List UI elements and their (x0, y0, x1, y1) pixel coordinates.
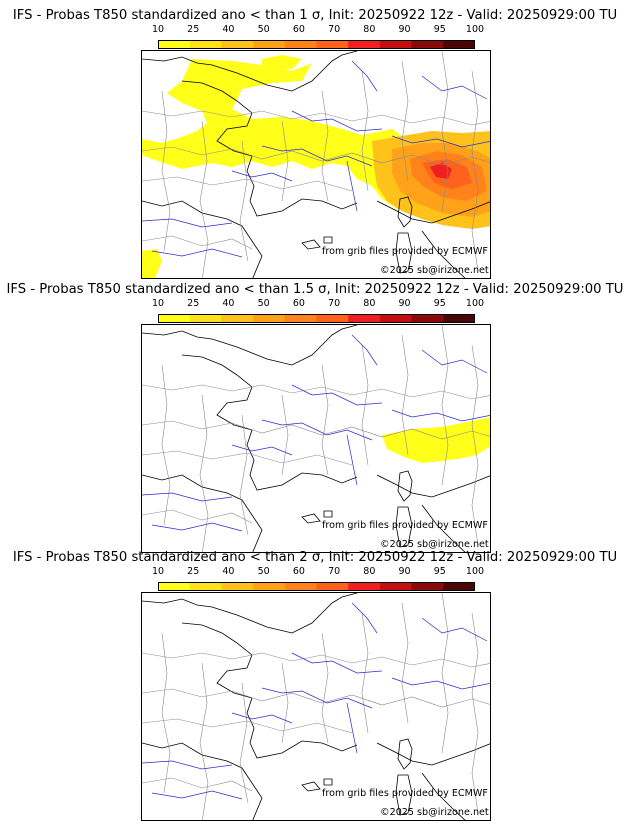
colorbar-swatch (158, 314, 191, 323)
credit-source: from grib files provided by ECMWF (322, 520, 488, 531)
panel-title: IFS - Probas T850 standardized ano < tha… (6, 282, 624, 297)
colorbar-tick-label: 25 (187, 566, 200, 577)
colorbar-swatch (158, 40, 191, 49)
colorbar-tick-label: 40 (222, 24, 235, 35)
colorbar-swatch (348, 582, 381, 591)
colorbar-swatch (443, 582, 476, 591)
map-panel-1: IFS - Probas T850 standardized ano < tha… (0, 0, 630, 280)
credit-source: from grib files provided by ECMWF (322, 246, 488, 257)
credit-source: from grib files provided by ECMWF (322, 788, 488, 799)
colorbar (158, 308, 476, 323)
colorbar-tick-label: 60 (292, 298, 305, 309)
credit-copyright: ©2025 sb@irizone.net (380, 807, 489, 818)
colorbar-tick-label: 95 (433, 566, 446, 577)
colorbar-swatch (379, 40, 413, 49)
colorbar-swatch (316, 582, 349, 591)
colorbar-tick-label: 90 (398, 566, 411, 577)
colorbar-swatch (284, 314, 317, 323)
colorbar-tick-label: 80 (363, 24, 376, 35)
colorbar-tick-label: 10 (151, 24, 165, 35)
colorbar-swatches (158, 40, 476, 49)
colorbar-tick-label: 60 (292, 24, 305, 35)
colorbar-tick-label: 90 (398, 298, 411, 309)
colorbar-swatches (158, 582, 476, 591)
colorbar-tick-label: 25 (187, 298, 200, 309)
colorbar-tick-label: 50 (257, 566, 270, 577)
colorbar-tick-label: 25 (187, 24, 200, 35)
colorbar-tick-label: 70 (328, 298, 341, 309)
colorbar-swatch (253, 314, 286, 323)
colorbar-swatch (221, 314, 254, 323)
colorbar-tick-label: 70 (328, 24, 341, 35)
colorbar-tick-label: 10 (151, 566, 165, 577)
colorbar-swatch (411, 40, 444, 49)
colorbar-swatch (348, 314, 381, 323)
probability-map (142, 325, 490, 552)
colorbar-tick-label: 95 (433, 24, 446, 35)
colorbar-tick-label: 60 (292, 566, 305, 577)
colorbar (158, 576, 476, 591)
probability-map (142, 51, 490, 278)
colorbar-swatch (221, 40, 254, 49)
colorbar-swatch (253, 582, 286, 591)
colorbar-tick-label: 40 (222, 566, 235, 577)
colorbar-tick-label: 95 (433, 298, 446, 309)
map-frame (141, 324, 491, 553)
colorbar-tick-label: 90 (398, 24, 411, 35)
colorbar-swatch (411, 314, 444, 323)
credit-copyright: ©2025 sb@irizone.net (380, 539, 489, 550)
colorbar-swatch (158, 582, 191, 591)
colorbar-swatch (316, 314, 349, 323)
map-frame (141, 50, 491, 279)
colorbar-tick-label: 10 (151, 298, 165, 309)
map-panel-2: IFS - Probas T850 standardized ano < tha… (0, 274, 630, 554)
colorbar-swatches (158, 314, 476, 323)
colorbar-tick-label: 80 (363, 298, 376, 309)
map-panel-3: IFS - Probas T850 standardized ano < tha… (0, 542, 630, 828)
colorbar-swatch (348, 40, 381, 49)
colorbar-swatch (379, 314, 413, 323)
colorbar-swatch (221, 582, 254, 591)
colorbar-tick-label: 80 (363, 566, 376, 577)
colorbar-tick-label: 40 (222, 298, 235, 309)
colorbar-swatch (443, 314, 476, 323)
colorbar-swatch (189, 40, 222, 49)
colorbar-swatch (379, 582, 413, 591)
colorbar-swatch (189, 582, 222, 591)
colorbar-tick-label: 100 (465, 298, 485, 309)
probability-map (142, 593, 490, 820)
colorbar-swatch (253, 40, 286, 49)
panel-title: IFS - Probas T850 standardized ano < tha… (12, 550, 618, 565)
colorbar-tick-label: 100 (465, 24, 485, 35)
colorbar-tick-label: 50 (257, 298, 270, 309)
colorbar-swatch (411, 582, 444, 591)
colorbar-outline (158, 40, 475, 49)
colorbar-outline (158, 314, 475, 323)
colorbar-swatch (189, 314, 222, 323)
colorbar-swatch (316, 40, 349, 49)
colorbar-tick-label: 100 (465, 566, 485, 577)
credit-copyright: ©2025 sb@irizone.net (380, 265, 489, 276)
colorbar (158, 34, 476, 49)
panel-title: IFS - Probas T850 standardized ano < tha… (12, 8, 618, 23)
colorbar-tick-label: 50 (257, 24, 270, 35)
colorbar-swatch (443, 40, 476, 49)
colorbar-swatch (284, 582, 317, 591)
map-frame (141, 592, 491, 821)
colorbar-tick-label: 70 (328, 566, 341, 577)
colorbar-swatch (284, 40, 317, 49)
colorbar-outline (158, 582, 475, 591)
